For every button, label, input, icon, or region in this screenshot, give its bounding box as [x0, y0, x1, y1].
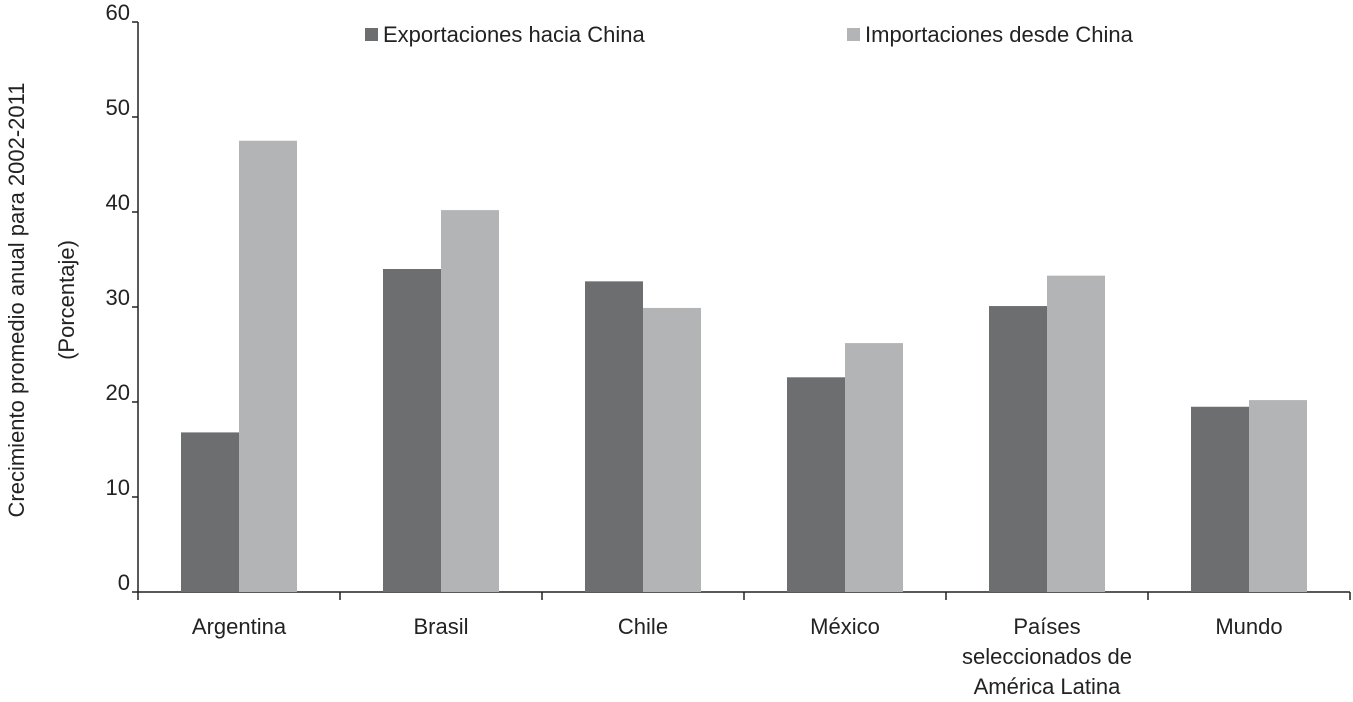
bar	[1249, 400, 1307, 592]
y-axis-title: (Porcentaje)	[54, 240, 79, 360]
x-tick-label: Mundo	[1215, 614, 1283, 639]
y-tick-label: 30	[106, 285, 130, 310]
bar	[441, 210, 499, 592]
x-tick-label: Argentina	[191, 614, 287, 639]
bar	[1047, 275, 1105, 592]
bar	[239, 140, 297, 592]
y-tick-label: 10	[106, 475, 130, 500]
legend-label: Importaciones desde China	[865, 22, 1134, 47]
bar	[383, 269, 441, 592]
y-axis-title: Crecimiento promedio anual para 2002-201…	[4, 83, 29, 518]
y-tick-label: 20	[106, 380, 130, 405]
legend-label: Exportaciones hacia China	[383, 22, 645, 47]
y-tick-label: 0	[118, 570, 130, 595]
bar	[643, 307, 701, 592]
legend-swatch	[847, 28, 860, 41]
chart-container: 0 10 20 30 40 50 60 Crecimiento promedio anual …	[4, 0, 1351, 699]
bar	[845, 343, 903, 592]
x-tick-label: México	[810, 614, 880, 639]
x-tick-label: Chile	[617, 614, 669, 639]
chart: 0 10 20 30 40 50 60 Crecimiento promedio anual …	[4, 0, 1351, 600]
y-tick-label: 40	[106, 190, 130, 215]
legend-swatch	[365, 28, 378, 41]
bar	[585, 281, 643, 592]
y-tick-label: 50	[106, 95, 130, 120]
bar	[181, 432, 239, 592]
bar	[989, 306, 1047, 592]
bar	[787, 377, 845, 592]
bar	[1191, 406, 1249, 592]
x-tick-label: Brasil	[413, 614, 469, 639]
y-tick-label: 60	[106, 0, 130, 25]
x-tick-label: Países seleccionados de América Latina	[961, 614, 1132, 699]
